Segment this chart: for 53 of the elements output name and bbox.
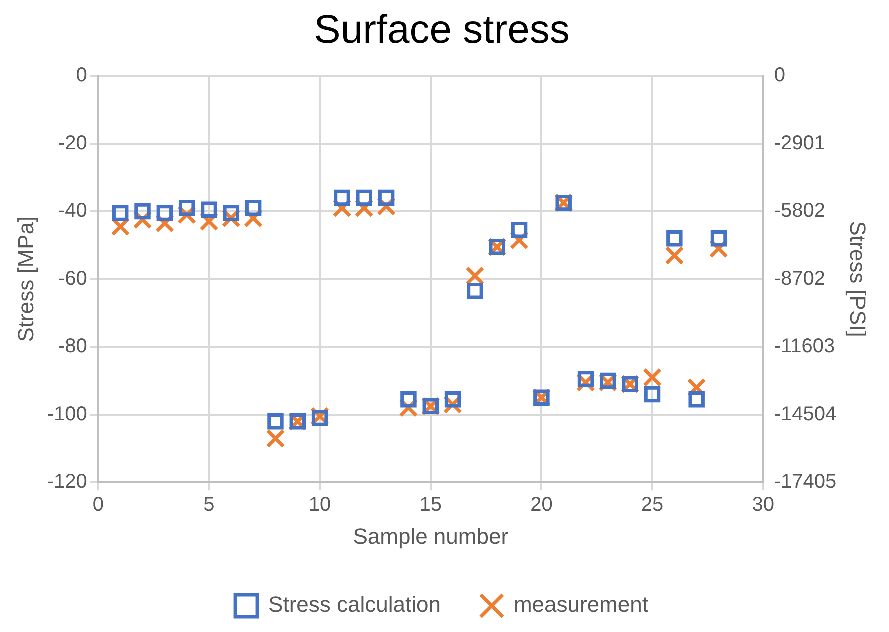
legend-label: measurement [514, 592, 648, 618]
point [600, 372, 616, 390]
y-tick-label: -20 [58, 132, 88, 154]
point [223, 205, 240, 222]
y2-tick-label: -2901 [774, 132, 826, 154]
y-tick-label: -60 [58, 268, 88, 290]
point [467, 283, 484, 300]
point [644, 386, 661, 403]
y2-tick-label: -14504 [774, 403, 837, 426]
x-tick-label: 0 [92, 494, 104, 516]
point [201, 202, 218, 218]
x-tick-label: 25 [641, 494, 664, 516]
point [112, 205, 129, 222]
x-tick-label: 5 [204, 494, 215, 516]
y2-tick-label: 0 [774, 64, 786, 87]
legend-label: Stress calculation [268, 592, 441, 618]
point [245, 200, 262, 216]
x-axis-title: Sample number [353, 524, 509, 549]
point [400, 391, 417, 408]
chart-title: Surface stress [314, 8, 570, 52]
y2-tick-label: -17405 [774, 471, 837, 494]
point [334, 190, 350, 206]
y-tick-label: -80 [58, 336, 88, 358]
y-tick-label: 0 [76, 64, 88, 87]
x-tick-label: 30 [752, 494, 774, 516]
y-tick-label: -40 [58, 200, 88, 222]
y-tick-label: -120 [47, 471, 88, 494]
point [268, 413, 284, 430]
point [688, 391, 705, 408]
y-tick-label: -100 [47, 403, 88, 426]
point [578, 371, 594, 388]
y2-tick-label: -8702 [774, 268, 826, 290]
point [266, 429, 286, 448]
point [378, 190, 395, 206]
point [666, 230, 683, 247]
y2-tick-label: -5802 [774, 200, 826, 222]
point [134, 203, 151, 220]
y2-tick-label: -11603 [774, 336, 836, 358]
point [156, 205, 174, 222]
x-tick-label: 10 [308, 494, 332, 516]
point [511, 222, 528, 238]
point [665, 246, 684, 266]
point [642, 368, 662, 388]
point [356, 190, 372, 206]
point [444, 391, 462, 408]
x-tick-label: 15 [420, 494, 442, 516]
y2-axis-title: Stress [PSI] [846, 221, 871, 338]
point [710, 230, 728, 247]
x-tick-label: 20 [530, 494, 553, 516]
point [178, 200, 196, 216]
point [466, 266, 485, 286]
y-axis-title: Stress [MPa] [13, 216, 38, 342]
point [312, 410, 328, 426]
